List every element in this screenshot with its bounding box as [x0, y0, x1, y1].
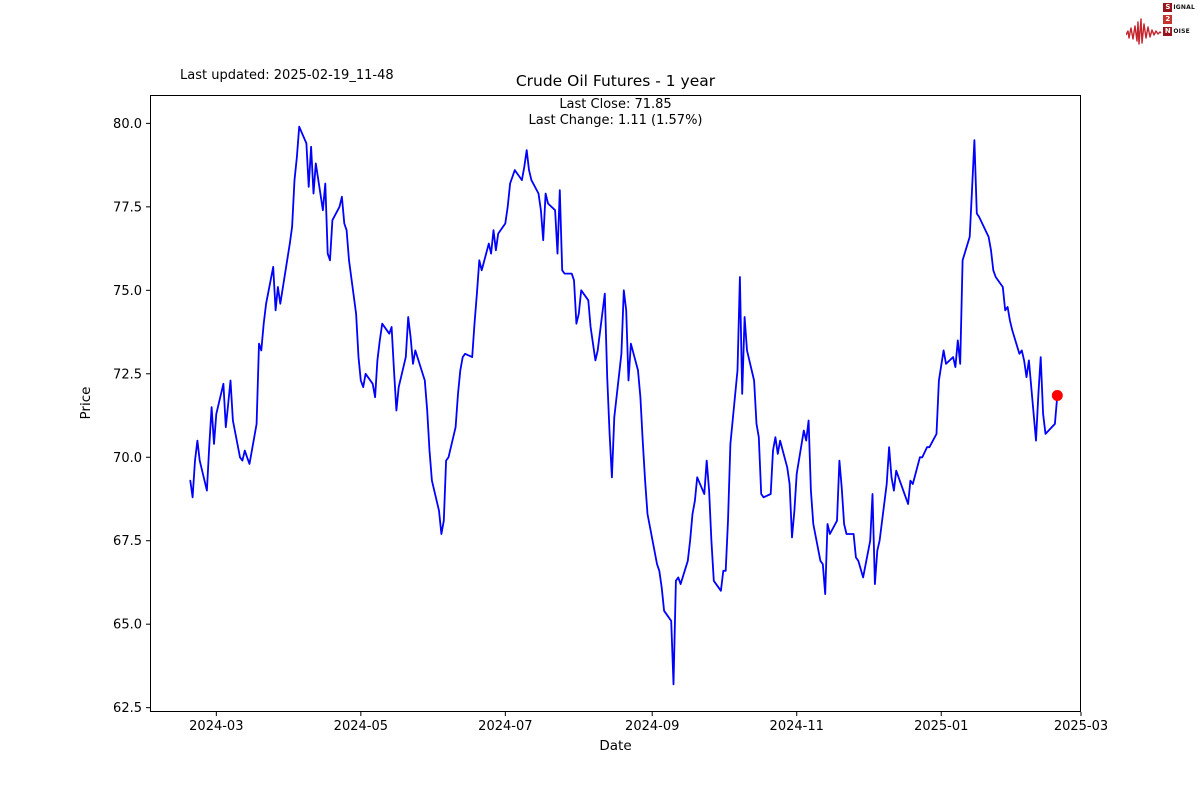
logo-signal-text: IGNAL	[1173, 4, 1195, 11]
x-tick-label: 2024-11	[770, 719, 824, 734]
y-tick-label: 62.5	[113, 701, 142, 716]
y-axis-ticks: 62.5 65.0 67.5 70.0 72.5 75.0 77.5 80.0	[113, 117, 150, 716]
x-tick-label: 2024-03	[189, 719, 243, 734]
last-updated-text: Last updated: 2025-02-19_11-48	[180, 68, 394, 83]
logo-line-signal: S IGNAL	[1163, 3, 1195, 12]
axes-frame	[150, 95, 1081, 712]
waveform-icon	[1126, 18, 1162, 45]
logo-noise-text: OISE	[1173, 28, 1190, 35]
x-axis-label: Date	[599, 738, 632, 754]
y-axis-label: Price	[78, 386, 94, 420]
logo-s-box: S	[1163, 3, 1173, 12]
x-tick-label: 2024-07	[478, 719, 532, 734]
y-tick-label: 70.0	[113, 451, 142, 466]
price-line-series	[189, 125, 1059, 686]
last-change-annotation: Last Change: 1.11 (1.57%)	[528, 113, 703, 128]
logo-n-box: N	[1163, 27, 1173, 36]
signal2noise-logo: S IGNAL 2 N OISE	[1126, 3, 1195, 47]
chart-title: Crude Oil Futures - 1 year	[515, 72, 716, 90]
y-tick-label: 72.5	[113, 367, 142, 382]
y-tick-label: 80.0	[113, 117, 142, 132]
logo-line-noise: N OISE	[1163, 27, 1195, 36]
y-tick-label: 65.0	[113, 618, 142, 633]
x-tick-label: 2025-01	[914, 719, 968, 734]
last-close-marker	[1051, 390, 1063, 401]
logo-line-2: 2	[1163, 15, 1195, 24]
x-axis-ticks: 2024-03 2024-05 2024-07 2024-09 2024-11 2025-…	[189, 712, 1108, 734]
x-tick-label: 2025-03	[1054, 719, 1108, 734]
y-tick-label: 75.0	[113, 284, 142, 299]
last-close-annotation: Last Close: 71.85	[559, 97, 672, 112]
y-tick-label: 77.5	[113, 200, 142, 215]
logo-2-box: 2	[1163, 15, 1173, 24]
x-tick-label: 2024-05	[334, 719, 388, 734]
y-tick-label: 67.5	[113, 534, 142, 549]
x-tick-label: 2024-09	[625, 719, 679, 734]
